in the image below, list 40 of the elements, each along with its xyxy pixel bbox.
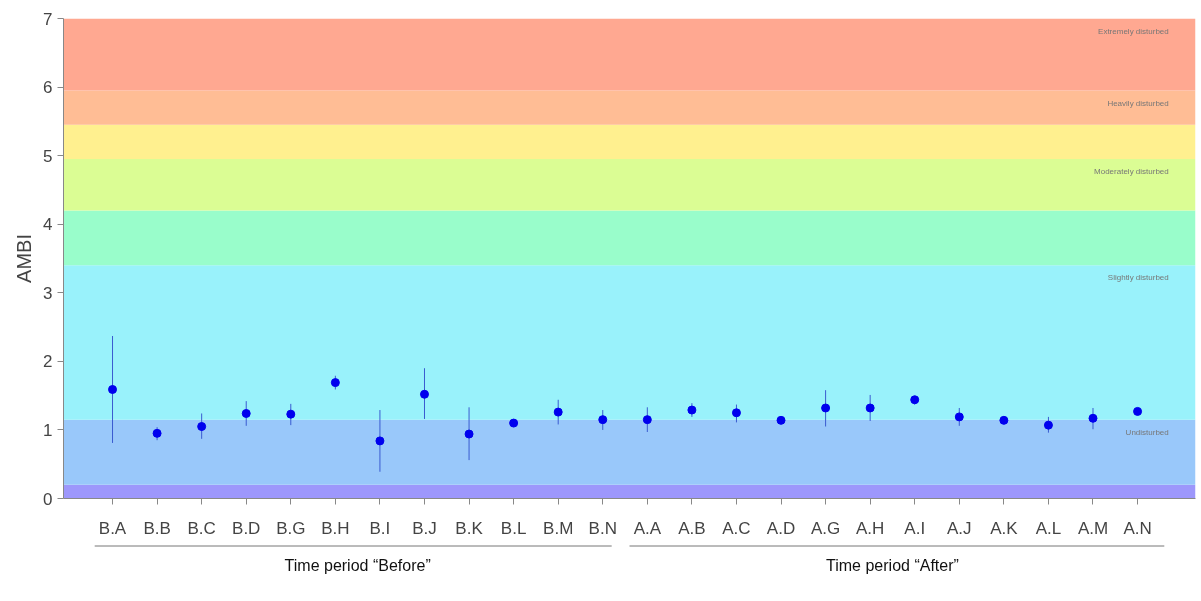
y-tick-label: 1 (43, 420, 53, 440)
band-label: Undisturbed (1125, 427, 1169, 437)
x-tick-label: A.N (1123, 518, 1152, 538)
x-tick-label: A.J (947, 518, 972, 538)
x-tick-label: A.G (810, 518, 841, 538)
x-tick-label: A.L (1035, 518, 1062, 538)
y-axis-title: AMBI (13, 234, 36, 283)
x-tick-label: B.G (276, 518, 306, 538)
x-tick-label: B.D (232, 518, 261, 538)
y-tick-label: 4 (43, 215, 53, 235)
y-tick-label: 2 (43, 352, 53, 372)
text: Time period “Before” (284, 556, 431, 574)
x-tick-label: A.C (722, 518, 751, 538)
x-tick-label: B.J (412, 518, 437, 538)
x-tick-label: B.M (543, 518, 574, 538)
x-tick-label: B.L (500, 518, 527, 538)
x-tick-label: A.I (904, 518, 926, 538)
x-tick-label: B.A (98, 518, 127, 538)
text: Time period “After” (826, 556, 959, 574)
x-tick-label: A.B (678, 518, 706, 538)
x-tick-label: A.A (633, 518, 662, 538)
band-label: Extremely disturbed (1098, 26, 1169, 36)
x-tick-label: B.N (588, 518, 617, 538)
x-tick-label: B.C (187, 518, 216, 538)
x-tick-label: A.M (1077, 518, 1109, 538)
x-tick-label: A.K (990, 518, 1019, 538)
x-tick-label: A.H (855, 518, 885, 538)
x-tick-label: B.H (321, 518, 350, 538)
y-tick-label: 3 (43, 283, 53, 303)
band-label: Heavily disturbed (1107, 98, 1169, 108)
band-label: Slightly disturbed (1107, 273, 1169, 283)
x-tick-label: B.I (369, 518, 391, 538)
x-tick-label: B.B (143, 518, 171, 538)
y-tick-label: 6 (43, 78, 53, 98)
y-tick-label: 5 (43, 146, 53, 166)
y-tick-label: 0 (43, 489, 53, 509)
y-tick-label: 7 (43, 9, 53, 29)
band-label: Moderately disturbed (1094, 167, 1169, 177)
x-tick-label: A.D (766, 518, 796, 538)
x-tick-label: B.K (455, 518, 484, 538)
